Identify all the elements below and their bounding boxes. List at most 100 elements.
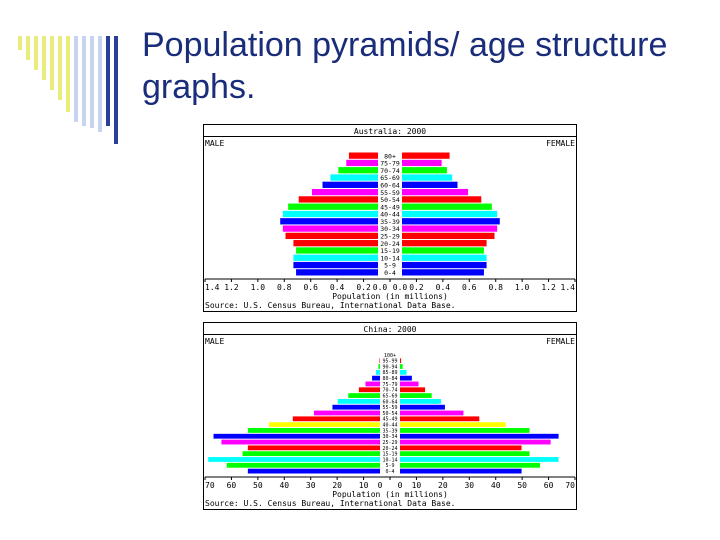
china-female-bar	[400, 439, 551, 445]
china-age-label: 10-14	[382, 457, 397, 463]
china-female-bar	[400, 462, 541, 468]
australia-male-bar	[311, 188, 378, 196]
australia-female-bar	[402, 261, 487, 269]
china-female-label: FEMALE	[546, 337, 575, 346]
australia-x-tick-label: 0.4	[330, 283, 345, 292]
australia-x-tick-label: 1.2	[541, 283, 556, 292]
australia-x-tick-label: 0.4	[436, 283, 451, 292]
australia-age-label: 65-69	[380, 174, 400, 182]
china-x-tick-label: 0	[378, 481, 383, 490]
china-male-bar	[376, 369, 380, 375]
china-male-bar	[348, 393, 380, 398]
china-age-label: 90-94	[382, 364, 397, 370]
china-age-label: 0-4	[385, 469, 394, 475]
china-female-bar	[400, 416, 480, 422]
decorative-stripes	[18, 36, 118, 144]
australia-female-bar	[402, 203, 492, 210]
australia-pyramid-svg: Australia: 2000 MALE FEMALE 80+75-7970-7465…	[203, 124, 577, 312]
slide-title: Population pyramids/ age structure graph…	[142, 26, 668, 106]
china-male-bar	[313, 410, 380, 416]
china-female-bar	[400, 422, 506, 428]
australia-x-tick-label: 0.6	[462, 283, 477, 292]
australia-male-bar	[338, 167, 378, 174]
australia-age-label: 0-4	[384, 269, 396, 277]
australia-female-bar	[402, 196, 482, 203]
australia-female-bar	[402, 188, 469, 196]
china-female-bar	[400, 381, 419, 387]
china-x-tick-label: 40	[491, 481, 501, 490]
china-male-bar	[269, 422, 380, 428]
australia-male-bar	[322, 181, 378, 188]
china-x-tick-label: 70	[565, 481, 575, 490]
australia-male-bar	[285, 232, 378, 240]
australia-age-label: 60-64	[380, 181, 400, 189]
china-age-label: 55-59	[382, 405, 397, 411]
australia-female-bar	[402, 159, 442, 167]
australia-x-tick-label: 1.0	[251, 283, 266, 292]
australia-x-tick-label: 1.0	[515, 283, 530, 292]
china-age-label: 65-69	[382, 393, 397, 399]
china-pyramid-svg: China: 2000 MALE FEMALE 100+95-9990-9485-89…	[203, 322, 577, 510]
australia-female-label: FEMALE	[546, 139, 575, 148]
china-male-bar	[208, 457, 380, 462]
china-age-label: 30-34	[382, 434, 397, 440]
australia-female-bar	[402, 247, 484, 254]
australia-female-bar	[402, 254, 487, 261]
australia-x-tick-label: 0.0	[393, 283, 408, 292]
australia-x-tick-label: 1.4	[561, 283, 576, 292]
china-x-tick-label: 50	[517, 481, 527, 490]
china-x-tick-label: 20	[332, 481, 342, 490]
australia-male-bar	[293, 261, 378, 269]
china-x-tick-label: 10	[412, 481, 422, 490]
china-female-bar	[400, 433, 559, 439]
china-x-tick-label: 50	[253, 481, 263, 490]
china-age-label: 35-39	[382, 428, 397, 434]
china-x-tick-label: 30	[306, 481, 316, 490]
china-age-label: 25-29	[382, 440, 397, 446]
china-pyramid-chart: China: 2000 MALE FEMALE 100+ 95-99 90-94 85-89…	[203, 322, 577, 510]
australia-female-bar	[402, 181, 458, 188]
australia-x-tick-label: 0.0	[373, 283, 388, 292]
china-female-bar	[400, 358, 402, 364]
china-x-tick-label: 60	[544, 481, 554, 490]
china-age-label: 60-64	[382, 399, 397, 405]
australia-female-bar	[402, 210, 498, 218]
china-female-bar	[400, 428, 530, 433]
china-female-bar	[400, 369, 407, 375]
china-age-label: 45-49	[382, 417, 397, 423]
australia-male-bar	[296, 247, 378, 254]
australia-age-label: 5-9	[384, 262, 396, 270]
china-x-tick-label: 70	[205, 481, 215, 490]
australia-male-bar	[282, 210, 378, 218]
china-male-bar	[226, 462, 380, 468]
australia-female-bar	[402, 232, 495, 240]
china-female-bar	[400, 375, 412, 381]
china-female-bar	[400, 410, 464, 416]
australia-male-bar	[330, 174, 378, 181]
australia-male-bar	[296, 269, 378, 276]
australia-age-label: 20-24	[380, 240, 400, 248]
australia-x-tick-label: 1.4	[205, 283, 220, 292]
australia-age-label: 55-59	[380, 189, 400, 197]
australia-age-label: 15-19	[380, 247, 400, 255]
china-male-bar	[292, 416, 380, 422]
china-female-bar	[400, 393, 432, 398]
australia-age-label: 25-29	[380, 233, 400, 241]
china-age-label: 85-89	[382, 370, 397, 376]
australia-male-bar	[288, 203, 378, 210]
china-female-bar	[400, 468, 522, 474]
china-age-label: 100+	[384, 353, 396, 359]
china-source: Source: U.S. Census Bureau, Internationa…	[205, 499, 455, 508]
australia-male-bar	[282, 225, 378, 232]
china-x-tick-label: 0	[398, 481, 403, 490]
china-male-bar	[247, 428, 380, 433]
china-x-tick-label: 10	[359, 481, 369, 490]
china-female-bar	[400, 398, 441, 404]
china-male-bar	[337, 398, 380, 404]
australia-age-label: 40-44	[380, 211, 400, 219]
china-male-bar	[242, 451, 380, 457]
china-age-label: 15-19	[382, 452, 397, 458]
australia-male-bar	[346, 159, 378, 167]
china-male-bar	[379, 358, 380, 364]
china-x-axis-label: Population (in millions)	[332, 490, 448, 499]
